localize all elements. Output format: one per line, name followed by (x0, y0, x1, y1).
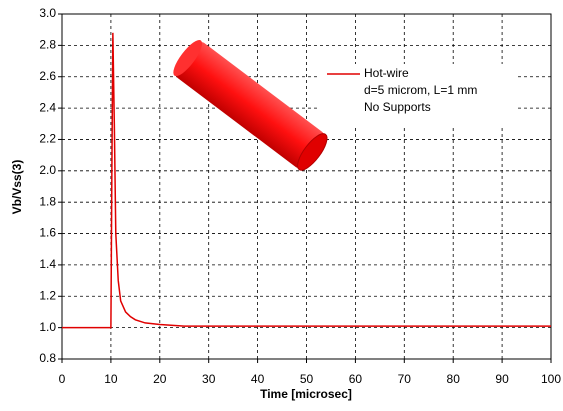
x-tick-label: 30 (202, 372, 216, 386)
legend-label: Hot-wire (364, 66, 409, 80)
y-tick-label: 2.2 (39, 132, 56, 146)
y-tick-label: 0.8 (39, 351, 56, 365)
x-tick-label: 10 (104, 372, 118, 386)
x-tick-label: 0 (59, 372, 66, 386)
x-tick-label: 100 (541, 372, 561, 386)
x-tick-label: 40 (251, 372, 265, 386)
y-tick-label: 1.8 (39, 194, 56, 208)
legend: Hot-wire d=5 microm, L=1 mm No Supports (318, 64, 518, 126)
annotation: d=5 microm, L=1 mm (364, 83, 477, 97)
x-tick-label: 90 (495, 372, 509, 386)
annotation: No Supports (364, 100, 431, 114)
y-axis-title: Vb/Vss(3) (10, 160, 24, 215)
x-tick-label: 50 (300, 372, 314, 386)
y-tick-label: 3.0 (39, 6, 56, 20)
x-tick-label: 80 (447, 372, 461, 386)
y-tick-label: 2.0 (39, 163, 56, 177)
wire-illustration (173, 39, 328, 171)
y-tick-label: 1.2 (39, 288, 56, 302)
x-tick-label: 20 (153, 372, 167, 386)
y-tick-label: 1.6 (39, 226, 56, 240)
y-tick-label: 2.8 (39, 38, 56, 52)
x-tick-label: 60 (349, 372, 363, 386)
y-tick-label: 1.0 (39, 320, 56, 334)
plot-frame (61, 13, 552, 360)
y-tick-label: 2.4 (39, 100, 56, 114)
x-axis-title: Time [microsec] (260, 387, 352, 401)
line (62, 32, 551, 329)
y-tick-label: 1.4 (39, 257, 56, 271)
y-tick-label: 2.6 (39, 69, 56, 83)
x-tick-label: 70 (398, 372, 412, 386)
